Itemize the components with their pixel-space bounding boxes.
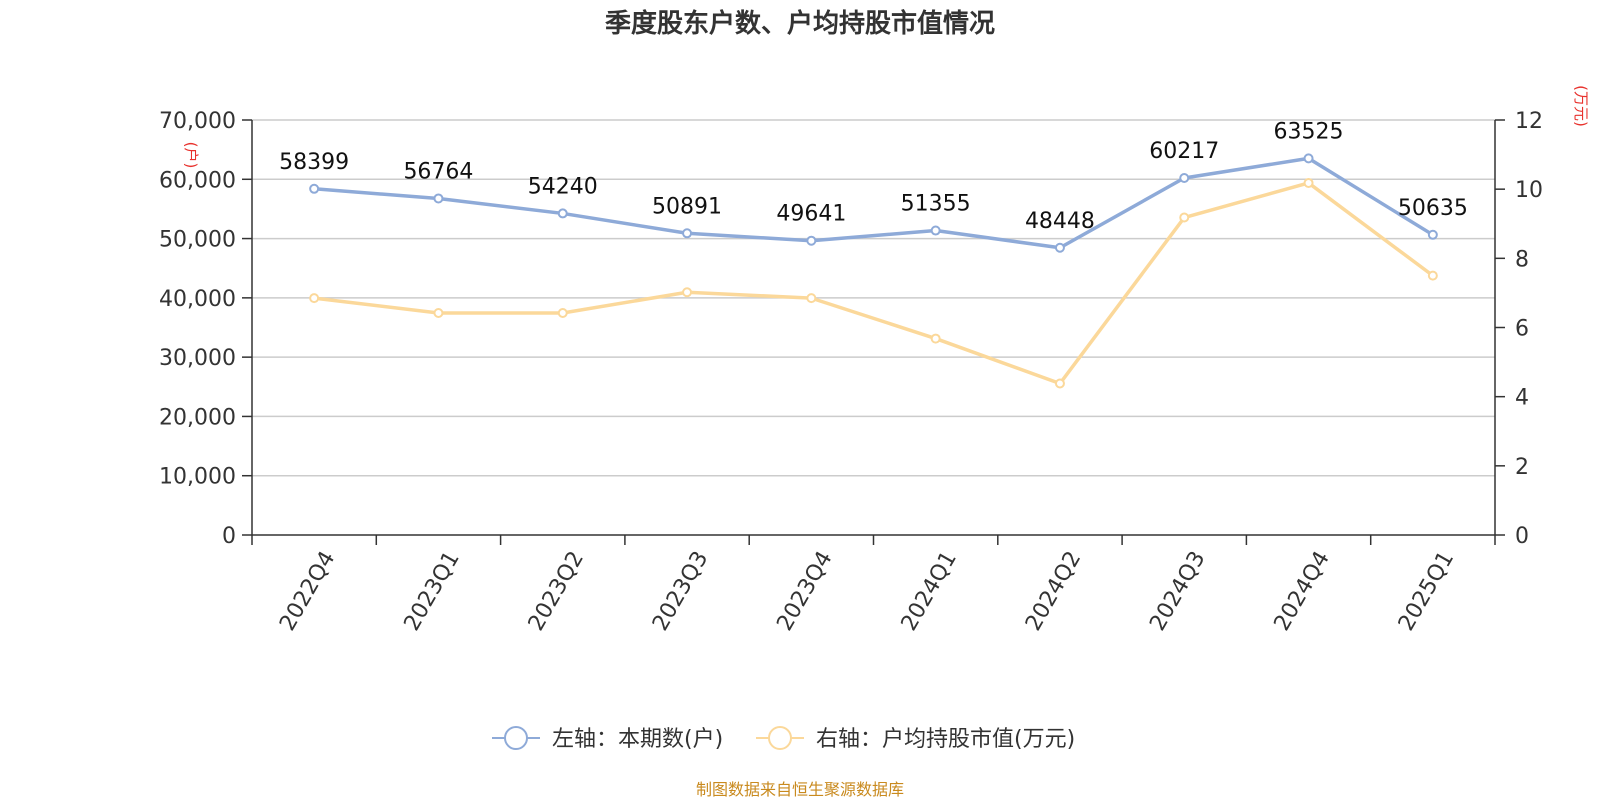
data-point xyxy=(1427,270,1438,281)
left-tick-label: 30,000 xyxy=(159,346,236,371)
left-tick-label: 40,000 xyxy=(159,287,236,312)
x-tick-label: 2022Q4 xyxy=(275,547,340,635)
data-point xyxy=(1179,172,1190,183)
data-label: 56764 xyxy=(403,159,473,184)
grid-lines xyxy=(252,119,1495,477)
data-point xyxy=(433,307,444,318)
data-label: 51355 xyxy=(901,192,971,217)
series-layer: 58399 56764 54240 50891 49641 51355 48448 60217… xyxy=(279,119,1468,389)
x-tick-label: 2024Q2 xyxy=(1021,547,1086,635)
data-label: 50635 xyxy=(1398,196,1468,221)
right-tick-label: 10 xyxy=(1515,178,1543,203)
legend: 左轴：本期数(户) 右轴：户均持股市值(万元) xyxy=(492,726,1075,752)
left-tick-label: 10,000 xyxy=(159,465,236,490)
axes: 0 10,000 20,000 30,000 40,000 50,000 60,000 70,… xyxy=(159,109,1543,635)
legend-item-left-series[interactable]: 左轴：本期数(户) xyxy=(492,726,723,752)
data-point xyxy=(1054,378,1065,389)
data-point xyxy=(1179,212,1190,223)
data-point xyxy=(930,333,941,344)
data-point xyxy=(682,228,693,239)
legend-item-right-series[interactable]: 右轴：户均持股市值(万元) xyxy=(756,726,1075,752)
data-label: 49641 xyxy=(776,202,846,227)
right-tick-label: 2 xyxy=(1515,455,1529,480)
series-line xyxy=(314,156,1434,250)
data-point xyxy=(557,208,568,219)
data-label: 63525 xyxy=(1274,119,1344,144)
right-tick-label: 4 xyxy=(1515,386,1529,411)
chart-title: 季度股东户数、户均持股市值情况 xyxy=(605,8,995,39)
series-left: 58399 56764 54240 50891 49641 51355 48448 60217… xyxy=(279,119,1468,253)
x-tick-label: 2023Q1 xyxy=(400,547,465,635)
left-tick-label: 60,000 xyxy=(159,168,236,193)
series-line xyxy=(313,181,1434,386)
data-label: 50891 xyxy=(652,194,722,219)
right-axis-unit: (万元) xyxy=(1572,85,1590,127)
left-tick-label: 70,000 xyxy=(159,109,236,134)
data-point xyxy=(806,293,817,304)
x-tick-label: 2024Q3 xyxy=(1145,547,1210,635)
right-tick-label: 0 xyxy=(1515,524,1529,549)
left-tick-label: 50,000 xyxy=(159,228,236,253)
x-tick-label: 2023Q3 xyxy=(648,547,713,635)
legend-label-left-series: 左轴：本期数(户) xyxy=(552,727,723,752)
legend-label-right-series: 右轴：户均持股市值(万元) xyxy=(816,727,1075,752)
data-point xyxy=(1427,229,1438,240)
series-right xyxy=(309,177,1438,389)
data-point xyxy=(309,183,320,194)
data-point xyxy=(682,287,693,298)
legend-marker-right-series xyxy=(768,726,792,750)
data-point xyxy=(806,235,817,246)
legend-marker-left-series xyxy=(504,726,528,750)
data-label: 60217 xyxy=(1149,139,1219,164)
x-tick-label: 2024Q4 xyxy=(1270,547,1335,635)
data-label: 54240 xyxy=(528,174,598,199)
data-point xyxy=(557,307,568,318)
data-point xyxy=(433,193,444,204)
data-point xyxy=(1303,153,1314,164)
source-note: 制图数据来自恒生聚源数据库 xyxy=(696,780,904,799)
right-tick-label: 6 xyxy=(1515,317,1529,342)
data-point xyxy=(309,293,320,304)
left-tick-label: 0 xyxy=(222,524,236,549)
x-tick-label: 2023Q4 xyxy=(772,547,837,635)
x-tick-label: 2023Q2 xyxy=(524,547,589,635)
data-point xyxy=(930,225,941,236)
left-tick-label: 20,000 xyxy=(159,405,236,430)
left-axis-unit: (户) xyxy=(182,142,200,169)
x-tick-label: 2024Q1 xyxy=(897,547,962,635)
data-label: 48448 xyxy=(1025,209,1095,234)
right-tick-label: 12 xyxy=(1515,109,1543,134)
x-tick-label: 2025Q1 xyxy=(1394,547,1459,635)
data-point xyxy=(1054,242,1065,253)
data-point xyxy=(1303,177,1314,188)
data-label: 58399 xyxy=(279,150,349,175)
right-tick-label: 8 xyxy=(1515,247,1529,272)
